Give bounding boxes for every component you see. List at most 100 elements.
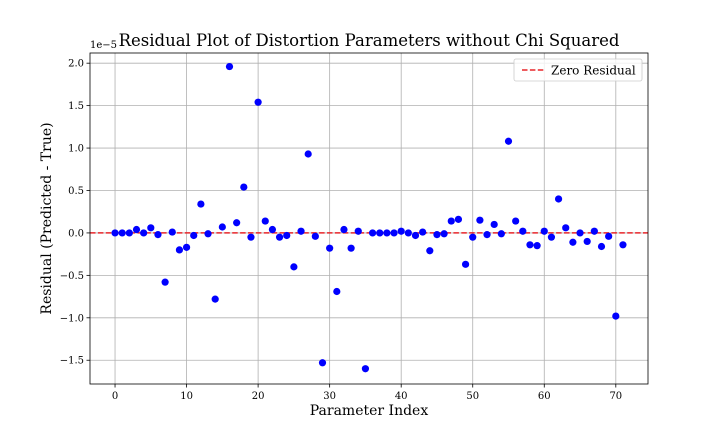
data-point [562,224,570,232]
data-point [619,241,627,249]
data-point [354,227,362,235]
x-tick-label: 20 [252,391,265,402]
data-point [311,232,319,240]
y-tick-label: −1.5 [60,356,84,367]
data-point [376,229,384,237]
data-point [161,278,169,286]
data-point [283,231,291,240]
x-tick-label: 40 [395,391,408,402]
data-point [254,98,262,106]
data-point [411,231,420,240]
x-tick-label: 50 [466,391,479,402]
data-point [404,229,412,237]
data-point [333,287,341,296]
y-tick-label: 1.0 [68,144,84,155]
data-point [197,200,205,208]
data-point [326,244,334,252]
data-point [419,228,427,236]
data-point [347,244,355,252]
data-point [233,219,241,227]
y-tick-label: 1.5 [68,101,84,112]
data-point [132,225,141,234]
data-point [433,231,441,239]
data-point [540,227,548,235]
y-offset-label: 1e−5 [90,40,117,51]
y-tick-label: 0.0 [68,228,84,239]
data-point [125,229,133,237]
data-point [440,230,448,238]
y-tick-label: 2.0 [68,59,84,70]
data-point [182,243,191,251]
data-point [261,217,269,225]
data-point [340,225,348,234]
data-point [519,227,527,235]
data-point [461,260,470,268]
data-point [469,233,477,241]
x-tick-label: 0 [112,391,118,402]
data-point [318,359,327,367]
data-point [454,215,463,223]
data-point [590,227,598,235]
data-point [290,263,298,271]
data-point [526,241,534,249]
data-point [118,229,126,237]
data-point [240,183,248,191]
data-point [497,230,505,238]
data-point [247,233,255,241]
data-point [111,229,119,237]
data-point [154,231,162,239]
data-point [476,216,484,224]
data-point [490,220,498,229]
x-tick-label: 70 [609,391,622,402]
data-point [605,232,613,240]
y-tick-label: −1.0 [60,313,84,324]
data-point [569,238,577,246]
y-axis-ticks: −1.5 −1.0 −0.5 0.0 0.5 1.0 1.5 2.0 [60,59,90,367]
data-point [483,231,491,239]
x-axis-ticks: 0 10 20 30 40 50 60 70 [112,384,622,402]
legend-box [513,58,643,82]
data-point [612,312,620,320]
chart-title: Residual Plot of Distortion Parameters w… [119,31,620,50]
data-point [397,227,405,235]
data-point [447,217,455,225]
data-point [512,217,520,225]
data-point [390,229,398,237]
data-point [190,231,198,240]
data-point [504,137,513,145]
grid-lines [90,53,648,384]
data-point [268,225,277,234]
data-point [225,62,234,71]
data-point [297,227,305,235]
data-point [583,237,591,246]
data-point [426,247,434,255]
y-axis-title: Residual (Predicted - True) [39,122,55,314]
data-point [576,229,584,237]
y-tick-label: −0.5 [60,271,84,282]
data-point [147,224,155,232]
data-point [168,228,176,236]
data-point [368,229,377,237]
data-point [383,229,391,237]
data-point [554,195,563,203]
data-point [218,223,226,231]
data-point [597,242,606,251]
data-point [204,230,212,238]
legend: Zero Residual [513,58,643,82]
x-tick-label: 30 [323,391,336,402]
data-points [111,62,627,373]
data-point [140,229,148,237]
x-tick-label: 60 [538,391,551,402]
data-point [533,242,541,250]
legend-label-zero-residual: Zero Residual [551,64,636,78]
data-point [361,365,370,373]
data-point [275,233,284,241]
data-point [175,246,184,254]
y-tick-label: 0.5 [68,186,84,197]
x-axis-title: Parameter Index [310,403,429,419]
data-point [304,150,312,158]
plot-frame [89,52,649,385]
x-tick-label: 10 [180,391,193,402]
data-point [547,233,556,241]
